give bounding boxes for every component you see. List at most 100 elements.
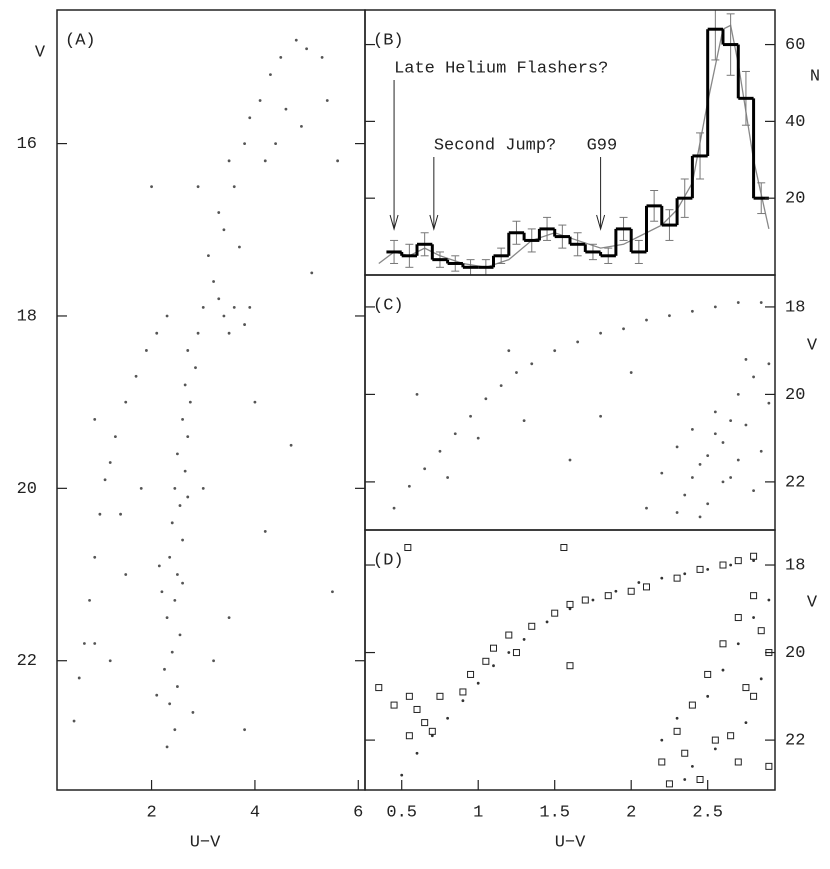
square-point [528,622,536,630]
square-point [688,701,696,709]
star-point [263,159,267,163]
star-point [194,366,197,370]
arrow-head [389,214,399,231]
plot-area [375,544,773,788]
y-tick-label: 22 [785,732,805,751]
star-point [637,581,641,584]
star-point [660,471,664,475]
star-point [173,728,177,732]
star-point [165,616,169,620]
square-point [642,583,650,591]
star-point [507,651,511,654]
x-tick-label: 1.5 [539,803,570,822]
star-point [507,349,511,353]
star-point [752,375,755,379]
star-point [476,681,480,685]
star-point [744,358,748,361]
star-point [522,419,526,423]
star-point [392,506,396,510]
square-point [734,557,742,565]
star-point [469,414,472,418]
square-point [390,701,398,709]
x-tick-label: 6 [353,803,363,822]
star-point [227,616,231,620]
y-axis-label: V [807,336,818,355]
star-point [178,504,182,507]
star-point [181,538,184,542]
star-point [729,419,733,423]
square-point [467,670,475,678]
star-point [706,454,710,458]
square-point [627,587,635,595]
star-point [157,564,161,568]
star-point [93,417,97,421]
star-point [660,576,664,580]
star-point [744,423,748,427]
star-point [729,563,733,567]
square-point [375,684,383,692]
star-point [767,401,771,405]
square-point [704,670,712,678]
star-point [212,659,215,663]
square-point [604,592,612,600]
panel-frame [56,9,366,791]
annotation: Late Helium Flashers? [394,59,608,78]
star-point [591,598,595,602]
star-point [476,436,480,440]
square-point [719,561,727,569]
square-point [734,614,742,622]
star-point [668,314,671,318]
star-point [196,185,200,189]
star-point [191,711,195,714]
square-point [551,609,559,617]
x-tick-label: 0.5 [386,803,417,822]
square-point [560,544,568,552]
star-point [721,668,725,672]
star-point [258,99,262,102]
annotation: Second Jump? [434,136,556,155]
star-point [183,383,187,387]
star-point [622,327,625,331]
x-tick-label: 2 [146,803,156,822]
plot-area [72,38,340,749]
star-point [289,443,293,447]
star-point [706,567,710,571]
y-tick-label: 20 [785,386,805,405]
star-point [690,764,694,768]
star-point [212,280,215,283]
square-point [512,649,520,657]
star-point [660,738,664,742]
star-point [176,573,179,576]
star-point [186,435,190,439]
star-point [499,384,503,388]
star-point [243,142,246,145]
star-point [82,642,86,645]
square-point [757,627,765,635]
star-point [170,650,174,654]
star-point [108,461,112,464]
square-point [581,596,589,604]
star-point [170,521,174,525]
square-point [734,758,742,766]
y-tick-label: 60 [785,36,805,55]
star-point [269,73,272,77]
star-point [698,462,702,466]
star-point [415,751,419,755]
star-point [186,349,190,352]
y-tick-label: 22 [785,473,805,492]
star-point [284,107,288,111]
x-tick-label: 4 [250,803,260,822]
star-point [492,664,495,668]
star-point [645,318,648,322]
star-point [168,702,172,706]
star-point [72,719,76,723]
star-point [188,400,192,404]
star-point [207,254,210,258]
star-point [232,305,236,309]
plot-area [392,301,771,519]
star-point [243,728,246,732]
star-point [227,331,231,335]
square-point [750,692,758,700]
square-point [750,592,758,600]
square-point [696,565,704,573]
